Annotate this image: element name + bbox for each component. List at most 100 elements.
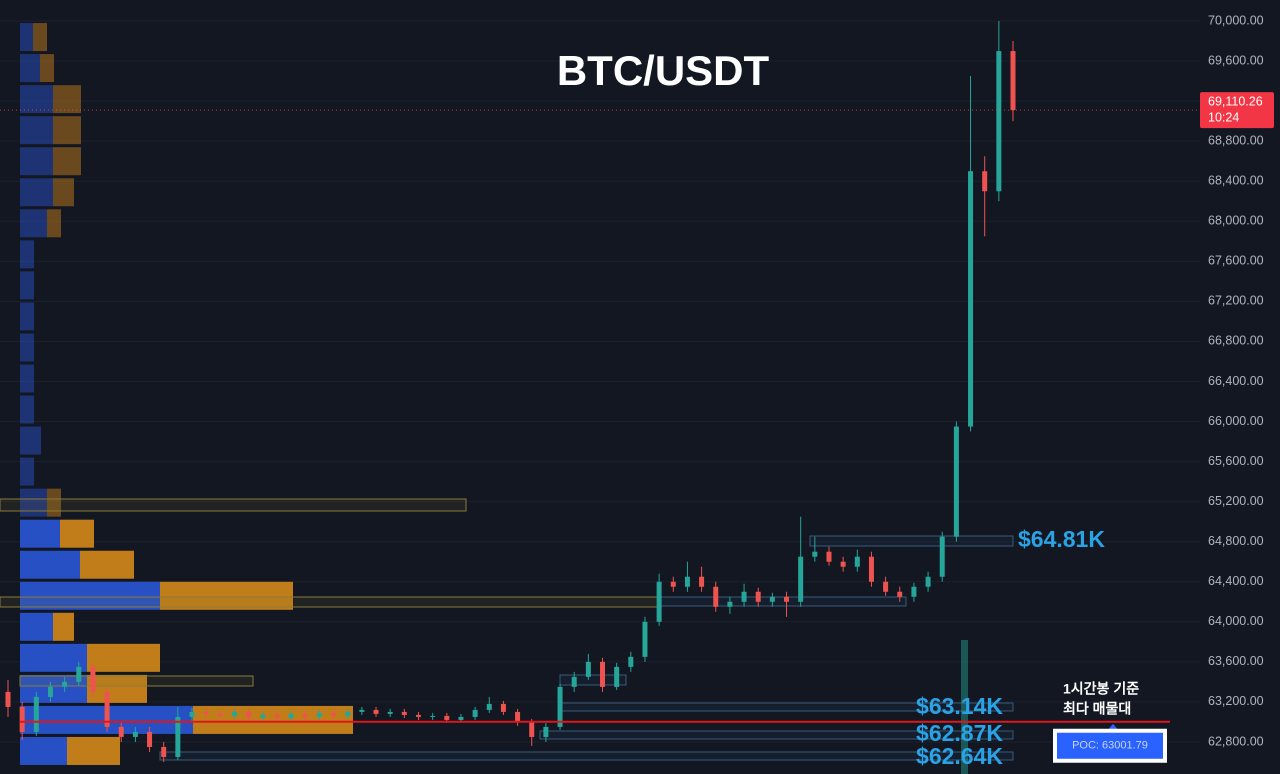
candle-body: [147, 731, 153, 747]
y-tick-label: 68,000.00: [1208, 214, 1264, 228]
profile-sell: [87, 643, 160, 672]
candle-body: [33, 696, 39, 732]
candle-body: [458, 716, 464, 720]
candle-body: [472, 709, 478, 717]
y-tick-label: 64,800.00: [1208, 534, 1264, 548]
price-box: [1200, 92, 1274, 129]
y-tick-label: 69,600.00: [1208, 53, 1264, 67]
y-tick-label: 66,800.00: [1208, 334, 1264, 348]
candle-body: [953, 426, 959, 537]
candle-body: [868, 556, 874, 582]
candle-body: [883, 581, 889, 592]
candle-body: [1010, 51, 1016, 111]
candle-body: [401, 711, 407, 715]
candle-body: [104, 691, 110, 727]
y-tick-label: 65,600.00: [1208, 454, 1264, 468]
profile-buy: [20, 178, 53, 207]
candle-body: [118, 726, 124, 737]
annotation: 1시간봉 기준: [1063, 681, 1139, 697]
grid: [0, 20, 1200, 743]
candle-body: [628, 656, 634, 667]
candle-body: [769, 596, 775, 602]
profile-buy: [20, 271, 34, 300]
zone: [539, 730, 1014, 740]
candle-body: [19, 706, 25, 732]
profile-sell: [193, 705, 353, 734]
profile-buy: [20, 581, 160, 610]
y-tick-label: 70,000.00: [1208, 13, 1264, 27]
candle-body: [840, 561, 846, 567]
poc-box: [1057, 732, 1163, 759]
profile-buy: [20, 23, 33, 52]
profile-buy: [20, 85, 53, 114]
candle-body: [557, 686, 563, 727]
y-tick-label: 67,200.00: [1208, 294, 1264, 308]
candle-body: [897, 591, 903, 597]
candle-body: [968, 171, 974, 427]
candle-body: [670, 581, 676, 587]
poc-pointer: [1108, 723, 1118, 730]
zones: [0, 498, 1014, 761]
profile-buy: [20, 147, 53, 176]
candle-body: [90, 666, 96, 692]
zone: [0, 596, 661, 608]
candle-body: [911, 586, 917, 597]
profile-buy: [20, 116, 53, 145]
candle-body: [444, 715, 450, 720]
candle-body: [543, 726, 549, 737]
profile-buy: [20, 457, 34, 486]
candle-body: [203, 711, 209, 714]
candle-body: [430, 715, 436, 717]
level-label: $62.87K: [916, 720, 1003, 746]
candle-body: [76, 666, 82, 682]
y-tick-label: 66,000.00: [1208, 414, 1264, 428]
candle-body: [515, 711, 521, 722]
candle-body: [741, 591, 747, 602]
level-label: $64.81K: [1018, 526, 1105, 552]
profile-sell: [53, 85, 81, 114]
profile-sell: [47, 209, 61, 238]
profile-buy: [20, 488, 47, 517]
profile-sell: [40, 54, 54, 83]
candle-body: [614, 666, 620, 687]
candle-body: [500, 703, 506, 712]
candle-body: [274, 714, 280, 718]
candle-body: [684, 576, 690, 587]
candle-body: [246, 711, 252, 718]
zone: [159, 751, 1014, 761]
candle-body: [260, 714, 266, 718]
candle-body: [47, 686, 53, 697]
zone: [559, 674, 627, 686]
candle-body: [345, 711, 351, 716]
candle-body: [288, 713, 294, 718]
candle-body: [854, 556, 860, 567]
candle-body: [231, 711, 237, 716]
profile-buy: [20, 674, 87, 703]
candle-body: [132, 731, 138, 737]
y-tick-label: 64,000.00: [1208, 614, 1264, 628]
candle-body: [939, 536, 945, 577]
profile-sell: [53, 178, 74, 207]
y-tick-label: 67,600.00: [1208, 254, 1264, 268]
profile-buy: [20, 302, 34, 331]
profile-buy: [20, 612, 53, 641]
candle-body: [812, 551, 818, 557]
zone: [0, 498, 467, 512]
price-time: 10:24: [1208, 110, 1239, 124]
level-label: $63.14K: [916, 693, 1003, 719]
volume-spike: [961, 640, 968, 774]
profile-buy: [20, 364, 34, 393]
candle-body: [373, 709, 379, 714]
overlay: 62,800.00 63,200.00 63,600.00 64,000.00 64,4…: [0, 13, 1274, 769]
y-tick-label: 68,800.00: [1208, 133, 1264, 147]
y-tick-label: 63,200.00: [1208, 694, 1264, 708]
profile-sell: [33, 23, 47, 52]
profile-buy: [20, 209, 47, 238]
candle-body: [415, 714, 421, 717]
candle-body: [600, 661, 606, 687]
profile-sell: [160, 581, 293, 610]
price-label: 69,110.26: [1208, 94, 1263, 108]
candle-body: [175, 716, 181, 757]
